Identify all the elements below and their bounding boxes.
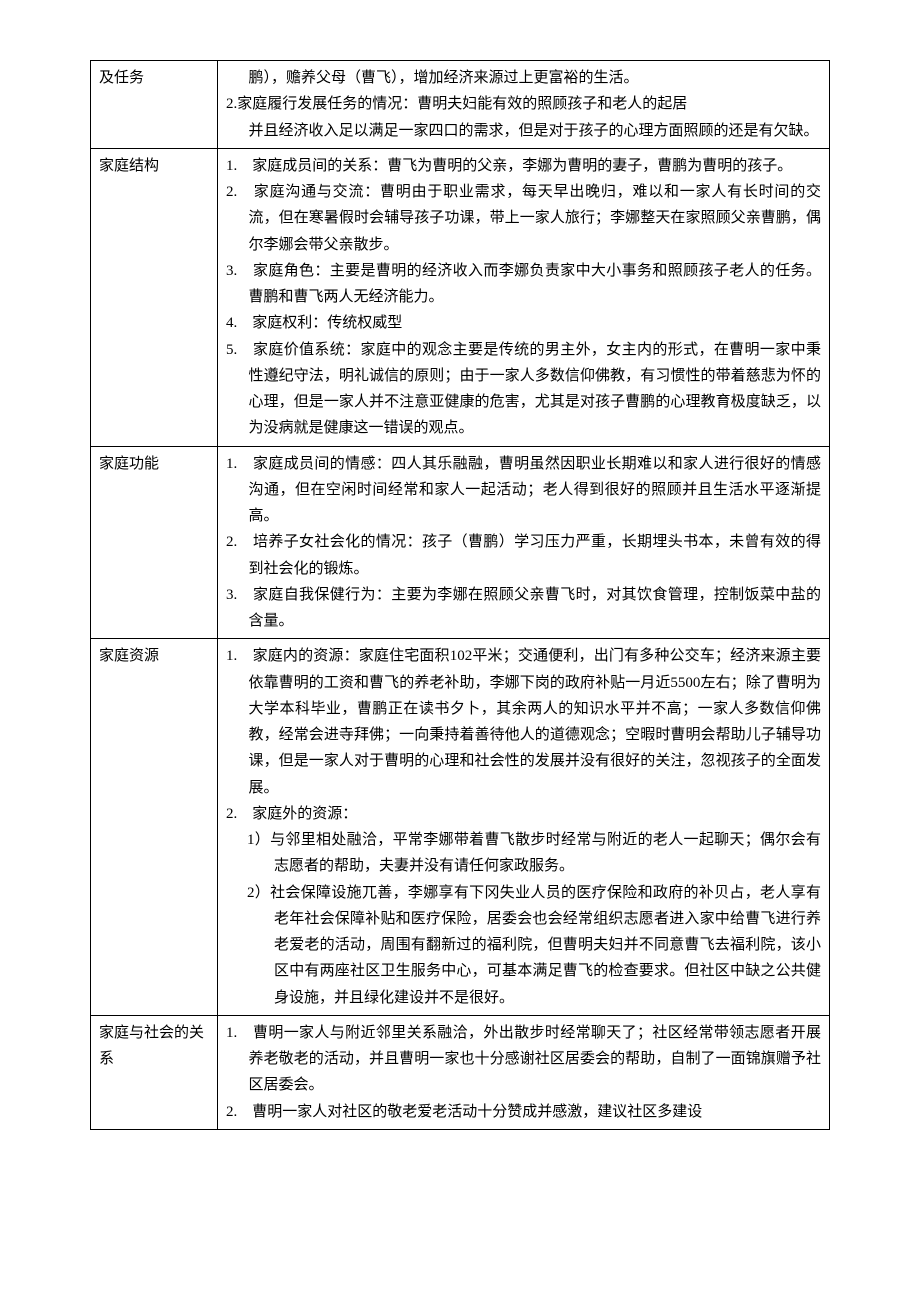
content-line: 1. 家庭成员间的情感：四人其乐融融，曹明虽然因职业长期难以和家人进行很好的情感… [226, 451, 821, 530]
table-row: 家庭与社会的关系1. 曹明一家人与附近邻里关系融洽，外出散步时经常聊天了；社区经… [91, 1015, 830, 1129]
family-table: 及任务鹏），赡养父母（曹飞），增加经济来源过上更富裕的生活。2.家庭履行发展任务… [90, 60, 830, 1130]
content-line: 2. 培养子女社会化的情况：孩子（曹鹏）学习压力严重，长期埋头书本，未曾有效的得… [226, 529, 821, 582]
content-line: 2.家庭履行发展任务的情况：曹明夫妇能有效的照顾孩子和老人的起居 [226, 91, 821, 117]
row-label: 家庭功能 [91, 446, 218, 639]
content-line: 2. 曹明一家人对社区的敬老爱老活动十分赞成并感激，建议社区多建设 [226, 1099, 821, 1125]
content-line: 2. 家庭外的资源： [226, 801, 821, 827]
row-label: 家庭结构 [91, 148, 218, 446]
content-line: 鹏），赡养父母（曹飞），增加经济来源过上更富裕的生活。 [226, 65, 821, 91]
row-content: 鹏），赡养父母（曹飞），增加经济来源过上更富裕的生活。2.家庭履行发展任务的情况… [218, 61, 830, 149]
table-row: 家庭结构1. 家庭成员间的关系：曹飞为曹明的父亲，李娜为曹明的妻子，曹鹏为曹明的… [91, 148, 830, 446]
table-row: 家庭功能1. 家庭成员间的情感：四人其乐融融，曹明虽然因职业长期难以和家人进行很… [91, 446, 830, 639]
table-row: 及任务鹏），赡养父母（曹飞），增加经济来源过上更富裕的生活。2.家庭履行发展任务… [91, 61, 830, 149]
row-content: 1. 家庭成员间的情感：四人其乐融融，曹明虽然因职业长期难以和家人进行很好的情感… [218, 446, 830, 639]
content-line: 3. 家庭自我保健行为：主要为李娜在照顾父亲曹飞时，对其饮食管理，控制饭菜中盐的… [226, 582, 821, 635]
row-label: 家庭资源 [91, 639, 218, 1016]
content-line: 1. 家庭内的资源：家庭住宅面积102平米；交通便利，出门有多种公交车；经济来源… [226, 643, 821, 801]
row-label: 及任务 [91, 61, 218, 149]
row-label: 家庭与社会的关系 [91, 1015, 218, 1129]
content-line: 2）社会保障设施兀善，李娜享有下冈失业人员的医疗保险和政府的补贝占，老人享有老年… [226, 880, 821, 1011]
content-line: 1. 曹明一家人与附近邻里关系融洽，外出散步时经常聊天了；社区经常带领志愿者开展… [226, 1020, 821, 1099]
content-line: 2. 家庭沟通与交流：曹明由于职业需求，每天早出晚归，难以和一家人有长时间的交流… [226, 179, 821, 258]
content-line: 1）与邻里相处融洽，平常李娜带着曹飞散步时经常与附近的老人一起聊天；偶尔会有志愿… [226, 827, 821, 880]
content-line: 4. 家庭权利：传统权威型 [226, 310, 821, 336]
content-line: 并且经济收入足以满足一家四口的需求，但是对于孩子的心理方面照顾的还是有欠缺。 [226, 118, 821, 144]
content-line: 1. 家庭成员间的关系：曹飞为曹明的父亲，李娜为曹明的妻子，曹鹏为曹明的孩子。 [226, 153, 821, 179]
table-row: 家庭资源1. 家庭内的资源：家庭住宅面积102平米；交通便利，出门有多种公交车；… [91, 639, 830, 1016]
content-line: 3. 家庭角色：主要是曹明的经济收入而李娜负责家中大小事务和照顾孩子老人的任务。… [226, 258, 821, 311]
row-content: 1. 家庭成员间的关系：曹飞为曹明的父亲，李娜为曹明的妻子，曹鹏为曹明的孩子。2… [218, 148, 830, 446]
row-content: 1. 家庭内的资源：家庭住宅面积102平米；交通便利，出门有多种公交车；经济来源… [218, 639, 830, 1016]
row-content: 1. 曹明一家人与附近邻里关系融洽，外出散步时经常聊天了；社区经常带领志愿者开展… [218, 1015, 830, 1129]
content-line: 5. 家庭价值系统：家庭中的观念主要是传统的男主外，女主内的形式，在曹明一家中秉… [226, 337, 821, 442]
